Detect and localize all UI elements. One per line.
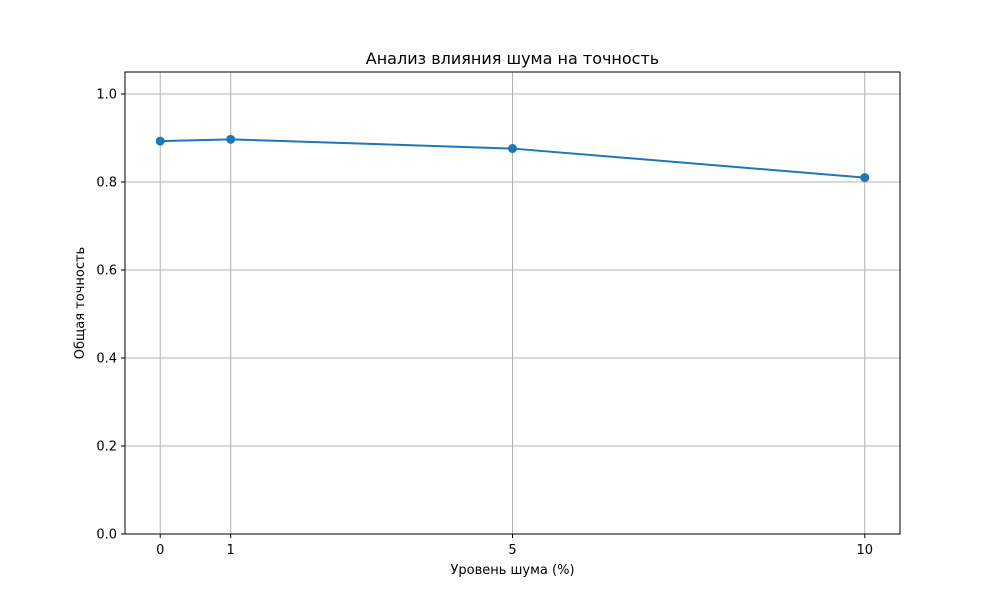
x-tick-label: 0 <box>156 543 164 558</box>
y-tick-label: 0.0 <box>96 528 117 543</box>
y-tick-label: 0.4 <box>96 352 117 367</box>
chart-title: Анализ влияния шума на точность <box>366 49 659 68</box>
y-tick-label: 1.0 <box>96 88 117 103</box>
x-tick-label: 5 <box>508 543 516 558</box>
x-tick-label: 1 <box>227 543 235 558</box>
y-tick-label: 0.2 <box>96 440 117 455</box>
series-layer <box>155 134 870 183</box>
y-tick-label: 0.6 <box>96 264 117 279</box>
tick-layer: 0 1 5 10 0.0 0.2 0.4 0.6 0.8 1.0 <box>96 88 873 559</box>
data-point <box>226 134 236 144</box>
y-tick-label: 0.8 <box>96 176 117 191</box>
series-line <box>160 138 865 179</box>
y-axis-label: Общая точность <box>73 247 88 359</box>
x-axis-label: Уровень шума (%) <box>450 563 574 578</box>
data-point <box>155 136 165 146</box>
data-point <box>508 144 517 154</box>
x-tick-label: 10 <box>856 543 873 558</box>
data-point <box>860 173 870 183</box>
